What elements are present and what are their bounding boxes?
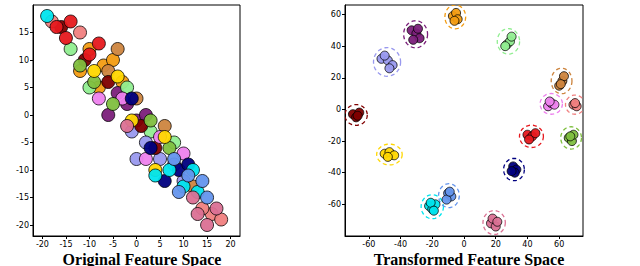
svg-text:0: 0 (336, 105, 341, 114)
svg-text:Transformed Feature Space: Transformed Feature Space (374, 251, 564, 266)
svg-text:-15: -15 (16, 193, 29, 202)
svg-text:Original Feature Space: Original Feature Space (63, 251, 222, 266)
svg-text:-5: -5 (21, 138, 29, 147)
svg-text:-10: -10 (16, 166, 29, 175)
svg-text:0: 0 (134, 240, 139, 249)
svg-text:-5: -5 (109, 240, 117, 249)
svg-text:-20: -20 (426, 240, 439, 249)
svg-text:-20: -20 (328, 137, 341, 146)
svg-text:-10: -10 (83, 240, 96, 249)
svg-text:5: 5 (24, 83, 29, 92)
svg-text:-60: -60 (362, 240, 375, 249)
svg-text:-40: -40 (328, 168, 341, 177)
svg-text:20: 20 (225, 240, 235, 249)
svg-text:20: 20 (491, 240, 501, 249)
svg-text:40: 40 (522, 240, 532, 249)
svg-text:-20: -20 (16, 221, 29, 230)
svg-text:60: 60 (554, 240, 564, 249)
svg-text:10: 10 (178, 240, 188, 249)
svg-text:40: 40 (331, 42, 341, 51)
svg-text:10: 10 (19, 56, 29, 65)
svg-text:5: 5 (157, 240, 162, 249)
svg-text:-60: -60 (328, 200, 341, 209)
svg-text:0: 0 (461, 240, 466, 249)
svg-text:15: 15 (19, 28, 29, 37)
svg-text:-20: -20 (36, 240, 49, 249)
svg-text:-15: -15 (59, 240, 72, 249)
svg-text:0: 0 (24, 111, 29, 120)
svg-text:20: 20 (331, 73, 341, 82)
svg-text:15: 15 (202, 240, 212, 249)
svg-text:60: 60 (331, 10, 341, 19)
svg-text:-40: -40 (394, 240, 407, 249)
